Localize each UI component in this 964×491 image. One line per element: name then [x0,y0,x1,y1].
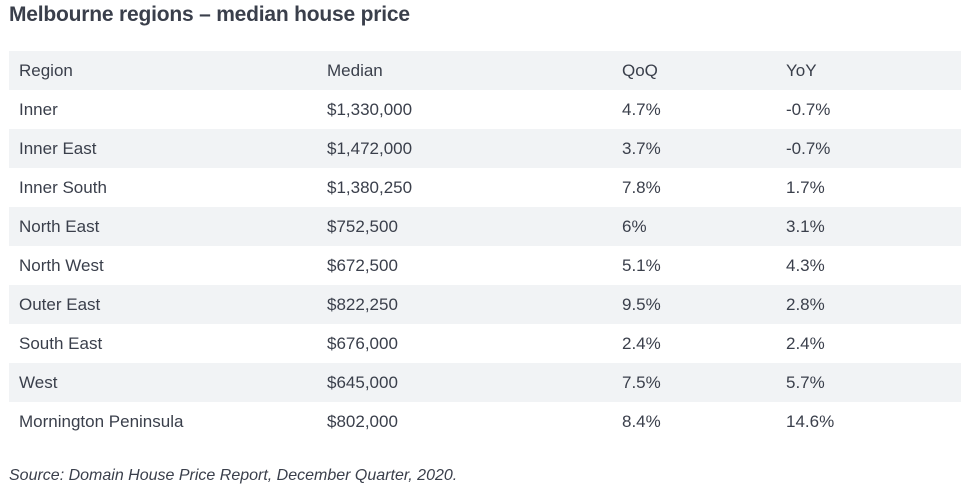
header-yoy: YoY [786,60,817,80]
cell-yoy: -0.7% [786,138,831,158]
cell-qoq: 8.4% [622,411,661,431]
cell-median: $1,380,250 [327,177,413,197]
cell-median: $672,500 [327,255,398,275]
median-price-table: Region Median QoQ YoY Inner $1,330,000 4… [9,51,961,441]
cell-median: $822,250 [327,294,398,314]
cell-median: $1,472,000 [327,138,413,158]
cell-yoy: 5.7% [786,372,825,392]
cell-median: $752,500 [327,216,398,236]
cell-yoy: -0.7% [786,99,831,119]
cell-region: Inner South [19,177,107,197]
table-title: Melbourne regions – median house price [9,3,410,26]
table-row: South East $676,000 2.4% 2.4% [9,324,961,363]
cell-yoy: 4.3% [786,255,825,275]
header-region: Region [19,60,73,80]
table-row: West $645,000 7.5% 5.7% [9,363,961,402]
cell-region: North West [19,255,104,275]
cell-qoq: 6% [622,216,647,236]
cell-yoy: 14.6% [786,411,835,431]
cell-yoy: 2.4% [786,333,825,353]
cell-yoy: 3.1% [786,216,825,236]
cell-yoy: 2.8% [786,294,825,314]
cell-qoq: 3.7% [622,138,661,158]
table-header-row: Region Median QoQ YoY [9,51,961,90]
cell-region: South East [19,333,103,353]
table-row: Inner East $1,472,000 3.7% -0.7% [9,129,961,168]
cell-region: North East [19,216,100,236]
cell-qoq: 7.5% [622,372,661,392]
cell-region: Inner East [19,138,97,158]
cell-qoq: 4.7% [622,99,661,119]
table-row: Inner $1,330,000 4.7% -0.7% [9,90,961,129]
cell-region: Outer East [19,294,101,314]
cell-median: $645,000 [327,372,398,392]
header-median: Median [327,60,383,80]
cell-yoy: 1.7% [786,177,825,197]
source-citation: Source: Domain House Price Report, Decem… [9,467,458,484]
cell-median: $1,330,000 [327,99,413,119]
table-row: North East $752,500 6% 3.1% [9,207,961,246]
cell-region: Mornington Peninsula [19,411,184,431]
cell-qoq: 7.8% [622,177,661,197]
cell-median: $676,000 [327,333,398,353]
table-row: North West $672,500 5.1% 4.3% [9,246,961,285]
cell-qoq: 9.5% [622,294,661,314]
cell-qoq: 2.4% [622,333,661,353]
cell-median: $802,000 [327,411,398,431]
cell-qoq: 5.1% [622,255,661,275]
table-row: Outer East $822,250 9.5% 2.8% [9,285,961,324]
header-qoq: QoQ [622,60,658,80]
cell-region: Inner [19,99,58,119]
table-row: Mornington Peninsula $802,000 8.4% 14.6% [9,402,961,441]
cell-region: West [19,372,58,392]
table-row: Inner South $1,380,250 7.8% 1.7% [9,168,961,207]
